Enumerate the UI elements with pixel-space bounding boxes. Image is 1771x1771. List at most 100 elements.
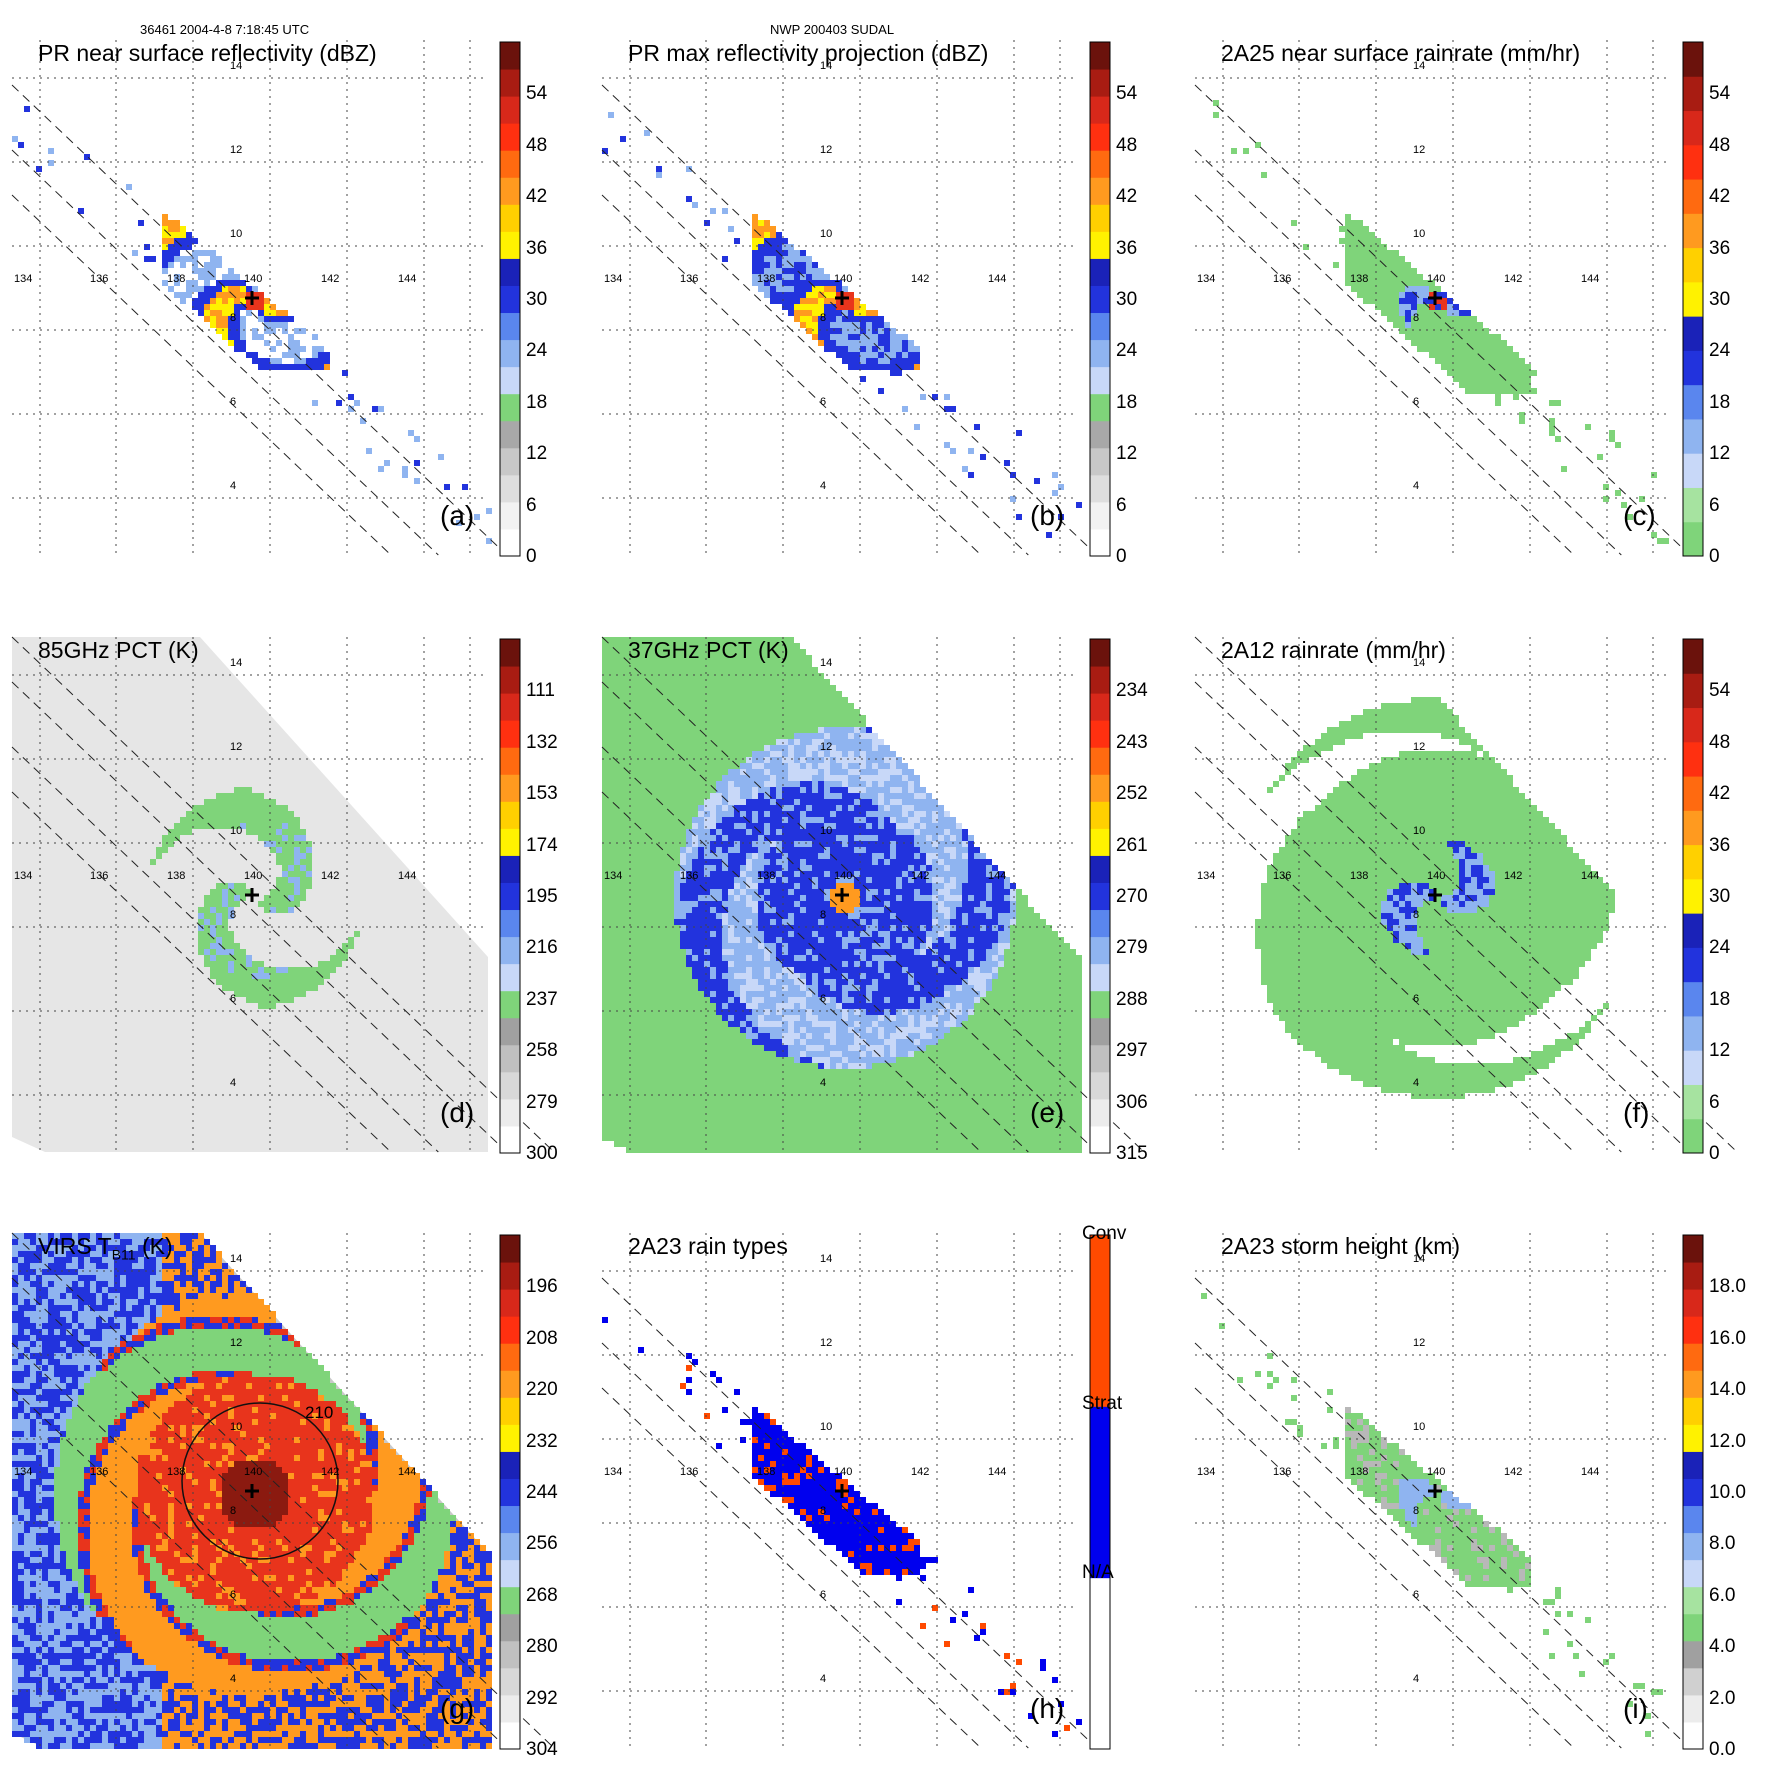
colorbar-segment <box>500 366 520 395</box>
colorbar-segment <box>1090 639 1110 667</box>
latitude-label: 14 <box>820 60 833 72</box>
colorbar-segment <box>1683 418 1703 454</box>
colorbar-segment <box>1090 312 1110 341</box>
colorbar-label: 36 <box>1709 237 1731 259</box>
panel-title: 2A25 near surface rainrate (mm/hr) <box>1221 40 1581 66</box>
colorbar <box>499 1234 521 1750</box>
latitude-label: 12 <box>820 741 833 753</box>
storm-center-marker <box>245 291 259 305</box>
colorbar <box>1089 638 1111 1154</box>
colorbar-segment <box>500 774 520 802</box>
colorbar <box>499 41 521 557</box>
panel-letter: (h) <box>1030 1693 1065 1724</box>
colorbar-label: 252 <box>1116 783 1148 805</box>
colorbar-segment <box>1683 673 1703 709</box>
colorbar-segment <box>1090 855 1110 883</box>
colorbar-label: 24 <box>1709 937 1731 959</box>
panel-i-map <box>1194 1233 1704 1750</box>
longitude-label: 144 <box>398 1466 417 1478</box>
longitude-label: 138 <box>167 273 186 285</box>
colorbar-segment <box>500 936 520 965</box>
colorbar-segment <box>1090 258 1110 286</box>
colorbar-segment <box>500 1586 520 1615</box>
latitude-label: 6 <box>820 1589 827 1601</box>
colorbar-label: 153 <box>526 783 558 805</box>
panel-title: PR max reflectivity projection (dBZ) <box>628 40 989 66</box>
latitude-label: 6 <box>820 396 827 408</box>
longitude-label: 142 <box>1504 870 1523 882</box>
colorbar-label: 216 <box>526 937 558 959</box>
colorbar-segment <box>1683 110 1703 146</box>
colorbar <box>1682 1234 1704 1750</box>
colorbar-label: 54 <box>1709 680 1731 702</box>
longitude-label: 136 <box>1273 273 1292 285</box>
orbit-info-text: 36461 2004-4-8 7:18:45 UTC <box>140 22 310 37</box>
storm-center-marker <box>835 1484 849 1498</box>
colorbar-segment <box>500 177 520 205</box>
colorbar-segment <box>500 1125 520 1154</box>
storm-center-marker <box>245 888 259 902</box>
panel-letter: (d) <box>440 1097 475 1128</box>
longitude-label: 134 <box>1197 1466 1216 1478</box>
panel-h-map <box>601 1233 1111 1750</box>
longitude-label: 142 <box>1504 273 1523 285</box>
colorbar-label: 279 <box>1116 937 1148 959</box>
colorbar-segment <box>1683 521 1703 557</box>
longitude-label: 138 <box>167 870 186 882</box>
latitude-label: 6 <box>230 1589 237 1601</box>
longitude-label: 136 <box>90 273 109 285</box>
colorbar-label: 36 <box>1116 237 1138 259</box>
colorbar-label: 18 <box>1709 391 1731 413</box>
contour-label: 210 <box>305 1403 333 1422</box>
colorbar-segment <box>1683 1532 1703 1561</box>
colorbar-segment <box>500 123 520 151</box>
latitude-label: 12 <box>1413 1337 1426 1349</box>
latlon-grid <box>12 40 488 555</box>
latitude-label: 8 <box>820 1505 827 1517</box>
colorbar-segment <box>1683 1667 1703 1696</box>
colorbar-label: 24 <box>1116 340 1138 362</box>
colorbar-label: 297 <box>1116 1040 1148 1062</box>
latlon-grid <box>12 1233 488 1748</box>
colorbar-label: Strat <box>1082 1392 1123 1414</box>
panel-letter: (g) <box>440 1693 475 1724</box>
longitude-label: 136 <box>680 870 699 882</box>
colorbar-label: 4.0 <box>1709 1636 1736 1658</box>
swath-edge-lines <box>11 84 508 556</box>
colorbar-label: 237 <box>526 988 558 1010</box>
panel-d: 85GHz PCT (K) (d) 14 12 10 8 6 4 134 136 138 140 142… <box>0 597 560 1172</box>
panel-g-map: 210 <box>11 1232 555 1750</box>
swath-fill <box>1255 697 1615 1099</box>
colorbar-segment <box>1683 1424 1703 1452</box>
colorbar <box>1682 638 1704 1154</box>
latitude-label: 12 <box>230 1337 243 1349</box>
colorbar-label: 48 <box>1709 134 1731 156</box>
panel-title-subscript: B11 <box>111 1246 136 1263</box>
colorbar-segment <box>500 1098 520 1127</box>
colorbar-segment <box>1683 1451 1703 1479</box>
panel-a: PR near surface reflectivity (dBZ) (a) 14 1… <box>0 0 560 575</box>
longitude-label: 134 <box>1197 870 1216 882</box>
latitude-label: 12 <box>820 1337 833 1349</box>
colorbar-segment <box>500 801 520 829</box>
panel-h: 2A23 rain types (h) 14 12 10 8 6 4 134 136 138 140 1… <box>590 1193 1150 1768</box>
colorbar-segment <box>500 42 520 70</box>
longitude-label: 138 <box>1350 1466 1369 1478</box>
colorbar-segment <box>500 1397 520 1425</box>
longitude-label: 144 <box>398 273 417 285</box>
panel-letter: (f) <box>1623 1097 1650 1128</box>
swath-fill <box>602 637 1082 1153</box>
colorbar-segment <box>1683 1316 1703 1344</box>
longitude-label: 138 <box>757 870 776 882</box>
latitude-label: 10 <box>820 825 833 837</box>
panel-title: VIRS TB11 (K) <box>38 1233 173 1263</box>
colorbar-segment <box>1090 1017 1110 1046</box>
longitude-label: 136 <box>1273 870 1292 882</box>
colorbar-label: 256 <box>526 1533 558 1555</box>
colorbar-segment <box>500 990 520 1019</box>
panel-g: 210 VIRS TB11 (K) (g) 14 12 10 8 6 4 134 136 138 140… <box>0 1193 560 1768</box>
colorbar-label: 12 <box>1116 443 1138 465</box>
longitude-label: 136 <box>680 1466 699 1478</box>
colorbar-segment <box>1683 281 1703 317</box>
colorbar-label: 261 <box>1116 834 1148 856</box>
